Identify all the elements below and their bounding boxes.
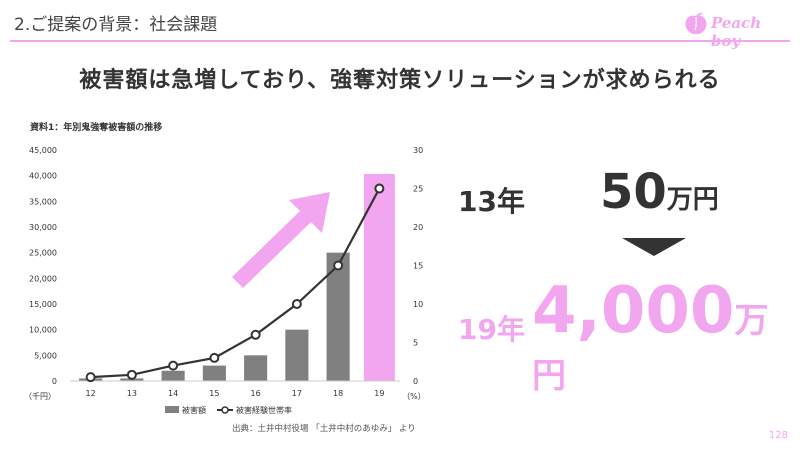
right-axis-tick: 25 <box>413 185 423 194</box>
left-axis-tick: 5,000 <box>34 351 57 360</box>
right-axis-tick: 0 <box>413 377 418 386</box>
household-rate-point <box>168 360 179 371</box>
left-axis-tick: 45,000 <box>29 146 57 155</box>
left-axis-tick: 40,000 <box>29 172 57 181</box>
household-rate-point <box>291 299 302 309</box>
x-axis-tick: 12 <box>86 389 96 398</box>
damage-bar <box>202 365 226 381</box>
x-axis-tick: 14 <box>168 389 178 398</box>
before-unit: 万円 <box>666 185 719 215</box>
damage-bar <box>244 355 268 381</box>
before-year-label: 13年 <box>458 185 525 218</box>
household-rate-point <box>250 329 261 340</box>
logo-text: Peach boy <box>711 14 762 50</box>
damage-bar <box>326 252 350 381</box>
household-rate-point <box>333 260 344 271</box>
source-note: 出典：土井中村役場 「土井中村のあゆみ」 より <box>232 424 416 434</box>
x-axis-tick: 15 <box>209 389 219 398</box>
household-rate-point <box>374 183 385 194</box>
legend-line-label: 被害経験世帯率 <box>236 405 292 415</box>
left-axis-tick: 35,000 <box>29 197 57 206</box>
page-number: 128 <box>768 430 788 441</box>
brand-logo: Peach boy <box>683 10 793 50</box>
damage-bar <box>285 329 309 381</box>
after-year-label: 19年 <box>458 313 525 346</box>
x-axis-tick: 16 <box>251 389 261 398</box>
right-axis-tick: 5 <box>413 339 418 348</box>
household-rate-point <box>126 369 137 380</box>
header-divider <box>10 40 790 42</box>
before-amount: 50万円 <box>600 164 719 220</box>
growth-arrow-icon <box>232 192 330 288</box>
down-arrow-icon <box>622 238 686 256</box>
right-axis-tick: 30 <box>413 146 423 155</box>
household-rate-point <box>85 372 96 383</box>
right-axis-tick: 15 <box>413 262 423 271</box>
left-axis-tick: 25,000 <box>29 249 57 258</box>
left-axis-tick: 30,000 <box>29 223 57 232</box>
left-axis-tick: 10,000 <box>29 326 57 335</box>
x-axis-tick: 13 <box>127 389 137 398</box>
legend-line-marker <box>221 406 229 414</box>
right-axis-tick: 20 <box>413 223 423 232</box>
damage-bar <box>363 174 395 381</box>
right-axis-tick: 10 <box>413 300 423 309</box>
legend-bar-swatch <box>165 406 179 413</box>
headline: 被害額は急増しており、強奪対策ソリューションが求められる <box>79 68 721 93</box>
household-rate-line <box>90 187 381 379</box>
x-axis-tick: 19 <box>374 389 384 398</box>
right-axis-unit: （%） <box>402 392 426 401</box>
damage-bar <box>161 370 185 381</box>
left-axis-tick: 15,000 <box>29 300 57 309</box>
left-axis-tick: 20,000 <box>29 274 57 283</box>
peach-icon <box>685 12 707 35</box>
x-axis-tick: 18 <box>333 389 343 398</box>
left-axis-tick: 0 <box>52 377 57 386</box>
before-value: 50 <box>600 164 667 220</box>
page-title: 2.ご提案の背景：社会課題 <box>14 15 218 35</box>
x-axis-tick: 17 <box>292 389 302 398</box>
after-value: 4,000 <box>532 274 735 348</box>
left-axis-unit: （千円） <box>24 391 56 401</box>
after-unit: 万円 <box>532 301 769 396</box>
household-rate-point <box>209 352 220 363</box>
legend-bar-label: 被害額 <box>182 405 206 415</box>
after-amount: 4,000万円 <box>532 274 800 397</box>
chart-title: 資料1：年別鬼強奪被害額の推移 <box>30 123 163 133</box>
